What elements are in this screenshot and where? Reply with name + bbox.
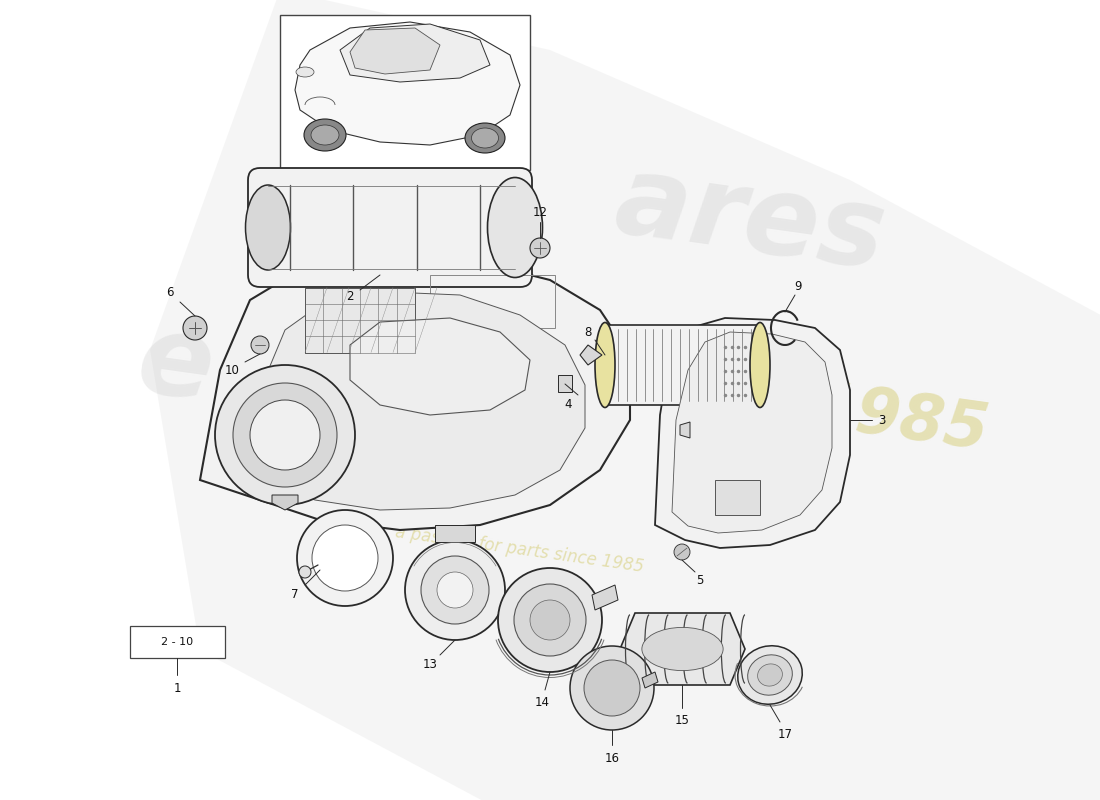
Circle shape [405,540,505,640]
Text: 14: 14 [535,695,550,709]
Polygon shape [350,28,440,74]
Ellipse shape [748,655,792,695]
Ellipse shape [738,646,802,704]
Text: 1985: 1985 [807,377,992,463]
FancyBboxPatch shape [248,168,532,287]
Text: ares: ares [608,148,892,292]
Polygon shape [715,480,760,515]
Text: 16: 16 [605,751,619,765]
Circle shape [233,383,337,487]
Text: 9: 9 [794,279,802,293]
Polygon shape [580,345,602,365]
Circle shape [498,568,602,672]
Polygon shape [672,332,832,533]
Text: 3: 3 [878,414,886,426]
Ellipse shape [750,322,770,407]
Circle shape [421,556,490,624]
Text: 8: 8 [584,326,592,338]
Polygon shape [558,375,572,392]
Polygon shape [200,255,630,530]
Text: 12: 12 [532,206,548,218]
Circle shape [214,365,355,505]
Ellipse shape [311,125,339,145]
Ellipse shape [487,178,542,278]
Polygon shape [620,613,745,685]
Ellipse shape [472,128,498,148]
Text: euro: euro [131,307,429,453]
Text: 4: 4 [564,398,572,411]
Text: 17: 17 [778,729,792,742]
Text: 7: 7 [292,589,299,602]
Polygon shape [150,0,1100,800]
Ellipse shape [465,123,505,153]
Text: 2: 2 [346,290,354,303]
Circle shape [570,646,654,730]
Polygon shape [642,672,658,688]
Polygon shape [592,585,618,610]
Text: 10: 10 [224,363,240,377]
Bar [280,15,530,170]
Circle shape [530,238,550,258]
Text: 1: 1 [174,682,180,694]
Polygon shape [295,22,520,145]
Ellipse shape [642,627,723,670]
Circle shape [183,316,207,340]
Circle shape [299,566,311,578]
Polygon shape [305,287,415,353]
Circle shape [437,572,473,608]
Text: 15: 15 [674,714,690,726]
Circle shape [584,660,640,716]
Ellipse shape [245,185,290,270]
Polygon shape [272,495,298,510]
Polygon shape [680,422,690,438]
Bar [130,626,225,658]
Text: a passion for parts since 1985: a passion for parts since 1985 [395,524,646,576]
Circle shape [514,584,586,656]
Polygon shape [240,292,585,510]
Bar [605,325,760,405]
Polygon shape [434,525,475,542]
Text: 13: 13 [422,658,438,671]
Circle shape [674,544,690,560]
Ellipse shape [304,119,346,151]
Text: 6: 6 [166,286,174,298]
Text: 2 - 10: 2 - 10 [161,637,194,647]
Text: 5: 5 [696,574,704,586]
Circle shape [297,510,393,606]
Circle shape [312,525,378,591]
Ellipse shape [758,664,782,686]
Circle shape [250,400,320,470]
Ellipse shape [595,322,615,407]
Ellipse shape [296,67,314,77]
Polygon shape [340,24,490,82]
Circle shape [251,336,270,354]
Polygon shape [350,318,530,415]
Polygon shape [654,318,850,548]
Circle shape [530,600,570,640]
